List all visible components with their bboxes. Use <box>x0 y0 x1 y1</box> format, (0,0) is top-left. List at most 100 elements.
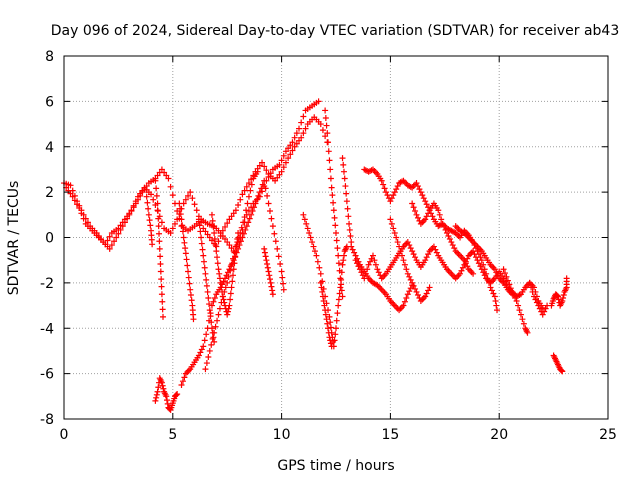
data-point <box>224 311 231 318</box>
data-point <box>507 285 514 292</box>
data-point <box>285 145 292 152</box>
data-point <box>282 159 289 166</box>
data-point <box>183 256 190 263</box>
data-point <box>464 263 471 270</box>
data-point <box>425 210 432 217</box>
data-point <box>492 298 499 305</box>
data-point <box>211 236 218 243</box>
data-point <box>480 261 487 268</box>
data-point <box>186 280 193 287</box>
data-point <box>160 313 167 320</box>
data-point <box>319 127 326 134</box>
data-point <box>128 207 135 214</box>
data-point <box>322 133 329 140</box>
data-point <box>207 313 214 320</box>
data-point <box>484 275 491 282</box>
data-point <box>338 281 345 288</box>
data-point <box>239 191 246 198</box>
data-point <box>235 201 242 208</box>
data-point <box>300 130 307 137</box>
data-point <box>179 228 186 235</box>
data-point <box>189 195 196 202</box>
data-point <box>327 337 334 344</box>
data-point <box>449 242 456 249</box>
data-point <box>208 319 215 326</box>
data-point <box>222 223 229 230</box>
data-point <box>251 204 258 211</box>
data-point <box>266 208 273 215</box>
data-point <box>217 232 224 239</box>
data-point <box>413 180 420 187</box>
data-point <box>209 217 216 224</box>
data-point <box>279 274 286 281</box>
data-point <box>531 293 538 300</box>
data-point <box>334 245 341 252</box>
data-point <box>404 239 411 246</box>
data-point <box>296 125 303 132</box>
data-point <box>195 216 202 223</box>
data-point <box>369 252 376 259</box>
data-point <box>156 238 163 245</box>
data-point <box>413 288 420 295</box>
data-point <box>280 280 287 287</box>
data-point <box>310 243 317 250</box>
data-point <box>337 284 344 291</box>
data-point <box>265 200 272 207</box>
data-point <box>158 291 165 298</box>
data-point <box>174 391 181 398</box>
data-point <box>528 284 535 291</box>
data-point <box>317 270 324 277</box>
data-point <box>177 205 184 212</box>
data-point <box>559 368 566 375</box>
data-point <box>330 199 337 206</box>
data-point <box>384 192 391 199</box>
data-point <box>378 177 385 184</box>
data-point <box>327 324 334 331</box>
data-point <box>208 325 215 332</box>
data-point <box>336 267 343 274</box>
data-point <box>155 384 162 391</box>
data-point <box>182 250 189 257</box>
data-point <box>539 311 546 318</box>
data-point <box>154 388 161 395</box>
data-point <box>374 266 381 273</box>
data-point <box>211 338 218 345</box>
data-point <box>275 253 282 260</box>
data-point <box>278 157 285 164</box>
data-point <box>445 232 452 239</box>
data-point <box>332 331 339 338</box>
data-point <box>200 343 207 350</box>
data-point <box>352 252 359 259</box>
data-point <box>193 207 200 214</box>
data-point <box>560 295 567 301</box>
data-point <box>111 238 118 245</box>
data-point <box>113 234 120 241</box>
data-point <box>327 340 334 347</box>
data-point <box>425 287 432 294</box>
data-point <box>422 257 429 264</box>
data-point <box>198 346 205 353</box>
data-point <box>200 252 207 259</box>
data-point <box>326 157 333 164</box>
data-point <box>268 215 275 222</box>
data-point <box>164 400 171 407</box>
data-point <box>145 211 152 218</box>
data-point <box>491 293 498 300</box>
data-point <box>208 341 215 348</box>
data-point <box>339 261 346 268</box>
data-point <box>224 279 231 286</box>
chart-title: Day 096 of 2024, Sidereal Day-to-day VTE… <box>51 23 620 39</box>
data-point <box>145 205 152 212</box>
data-point <box>266 276 273 283</box>
data-point <box>304 225 311 232</box>
data-point <box>412 254 419 261</box>
data-point <box>433 249 440 256</box>
data-point <box>180 234 187 241</box>
data-point <box>539 304 546 311</box>
data-point <box>458 267 465 274</box>
data-point <box>241 187 248 194</box>
data-point <box>285 155 292 162</box>
data-point <box>349 246 356 253</box>
data-point <box>237 238 244 245</box>
data-point <box>248 181 255 188</box>
